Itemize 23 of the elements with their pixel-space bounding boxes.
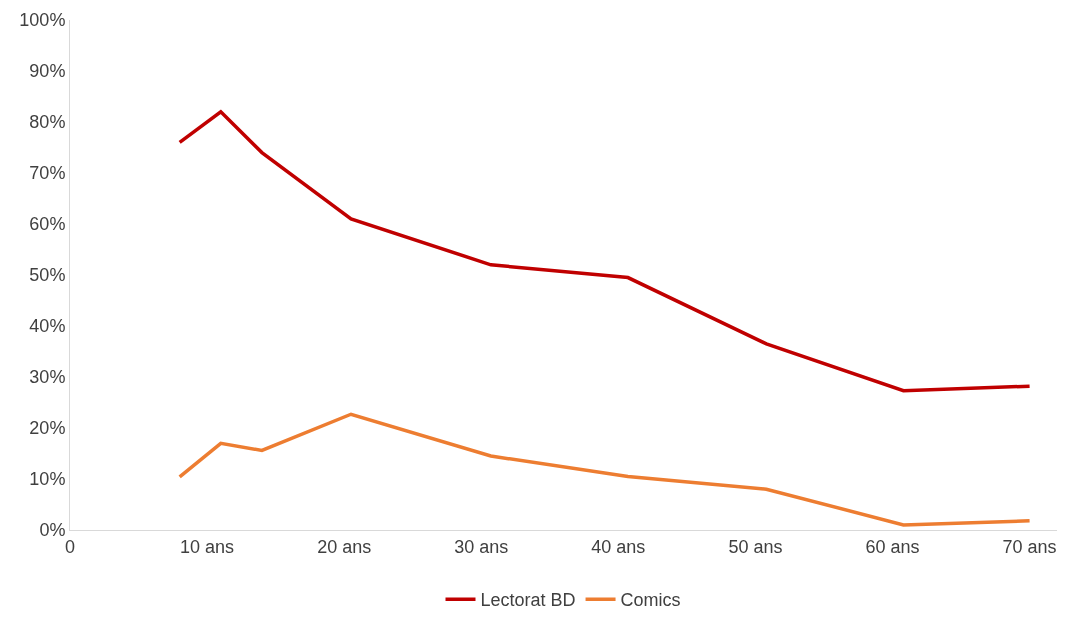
x-tick-label: 40 ans xyxy=(591,536,646,557)
y-tick-label: 80% xyxy=(29,112,66,133)
y-tick-label: 70% xyxy=(29,163,66,184)
line-series xyxy=(177,412,1032,527)
x-tick-label: 50 ans xyxy=(728,536,783,557)
x-tick-label: 30 ans xyxy=(454,536,509,557)
y-tick-label: 20% xyxy=(29,418,66,439)
y-tick-label: 90% xyxy=(29,61,66,82)
y-tick-label: 50% xyxy=(29,265,66,286)
y-tick-label: 0% xyxy=(39,520,66,541)
y-tick-label: 40% xyxy=(29,316,66,337)
y-tick-label: 30% xyxy=(29,367,66,388)
x-tick-label: 0 xyxy=(64,536,76,557)
x-tick-label: 70 ans xyxy=(1002,536,1057,557)
legend-label: Comics xyxy=(620,590,681,611)
x-tick-label: 60 ans xyxy=(865,536,920,557)
y-tick-label: 60% xyxy=(29,214,66,235)
x-tick-label: 10 ans xyxy=(180,536,235,557)
y-tick-label: 100% xyxy=(19,10,66,31)
x-tick-label: 20 ans xyxy=(317,536,372,557)
y-tick-label: 10% xyxy=(29,469,66,490)
legend-label: Lectorat BD xyxy=(480,590,576,611)
line-series xyxy=(177,110,1032,393)
